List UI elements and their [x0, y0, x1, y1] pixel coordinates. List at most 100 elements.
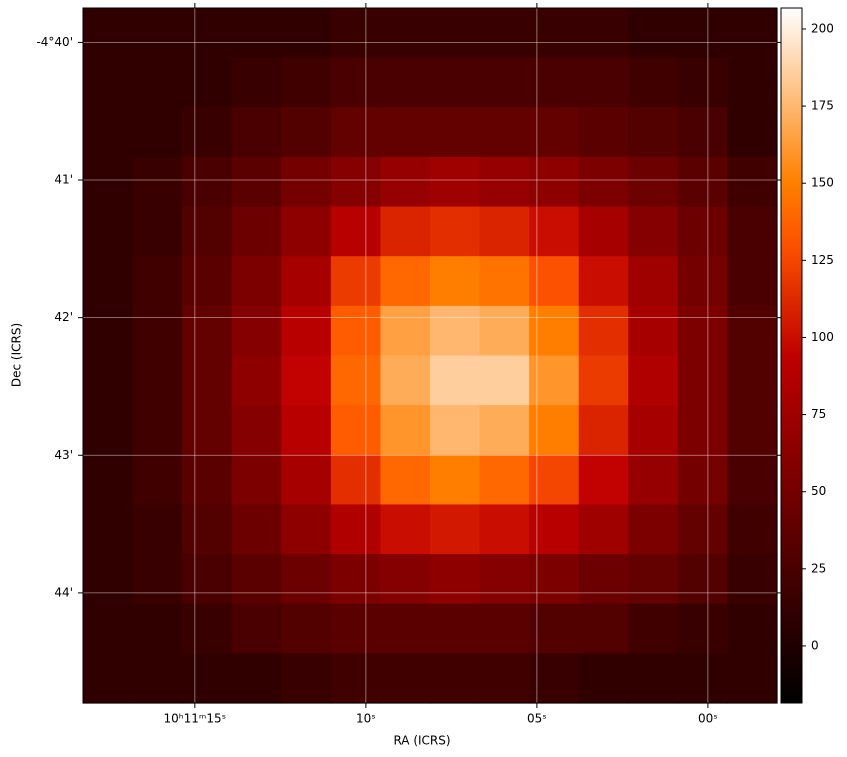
- cell: [479, 8, 530, 59]
- cell: [628, 405, 679, 456]
- cell: [677, 206, 729, 257]
- cell: [677, 454, 729, 506]
- cell: [83, 256, 134, 307]
- cell: [281, 156, 332, 208]
- cell: [132, 57, 183, 108]
- cell: [677, 405, 729, 456]
- cell: [281, 256, 332, 307]
- cell: [578, 504, 629, 555]
- cell: [628, 206, 679, 257]
- cell: [430, 454, 481, 506]
- cell: [529, 454, 580, 506]
- cell: [380, 554, 431, 605]
- cell: [83, 454, 134, 506]
- y-tick-label: 44': [54, 585, 73, 599]
- y-axis-label: Dec (ICRS): [10, 323, 24, 387]
- cell: [677, 355, 729, 406]
- cell: [182, 206, 233, 257]
- cell: [578, 305, 629, 357]
- cell: [529, 8, 580, 59]
- cell: [479, 504, 530, 555]
- cell: [479, 305, 530, 357]
- x-axis-label: RA (ICRS): [393, 734, 450, 748]
- cell: [479, 107, 530, 158]
- cell: [727, 107, 778, 158]
- cell: [479, 653, 530, 704]
- cell: [330, 504, 382, 555]
- cell: [727, 57, 778, 108]
- cell: [231, 8, 282, 59]
- cell: [430, 405, 481, 456]
- colorbar-tick-label: 125: [811, 253, 834, 267]
- y-tick-label: 42': [54, 310, 73, 324]
- cell: [628, 603, 679, 654]
- cell: [380, 653, 431, 704]
- cell: [83, 206, 134, 257]
- cell: [132, 8, 183, 59]
- cell: [578, 554, 629, 605]
- cell: [430, 107, 481, 158]
- cell: [430, 156, 481, 208]
- cell: [578, 206, 629, 257]
- cell: [380, 355, 431, 406]
- cell: [132, 206, 183, 257]
- cell: [330, 57, 382, 108]
- cell: [727, 355, 778, 406]
- cell: [628, 454, 679, 506]
- cell: [231, 305, 282, 357]
- cell: [628, 305, 679, 357]
- cell: [628, 355, 679, 406]
- cell: [628, 156, 679, 208]
- cell: [380, 156, 431, 208]
- cell: [231, 603, 282, 654]
- cell: [677, 504, 729, 555]
- cell: [677, 256, 729, 307]
- y-tick-label: 41': [54, 173, 73, 187]
- cell: [182, 504, 233, 555]
- cell: [132, 454, 183, 506]
- cell: [628, 554, 679, 605]
- cell: [529, 156, 580, 208]
- cell: [281, 305, 332, 357]
- y-tick-label: -4°40': [36, 35, 73, 49]
- cell: [529, 603, 580, 654]
- cell: [330, 653, 382, 704]
- cell: [479, 156, 530, 208]
- cell: [479, 206, 530, 257]
- cell: [529, 256, 580, 307]
- x-tick-label: 10ˢ: [356, 712, 376, 726]
- cell: [578, 653, 629, 704]
- cell: [529, 653, 580, 704]
- cell: [182, 603, 233, 654]
- cell: [132, 554, 183, 605]
- cell: [281, 206, 332, 257]
- cell: [677, 603, 729, 654]
- cell: [479, 603, 530, 654]
- colorbar: [780, 7, 803, 704]
- cell: [182, 554, 233, 605]
- cell: [182, 107, 233, 158]
- cell: [281, 405, 332, 456]
- cell: [677, 156, 729, 208]
- cell: [430, 206, 481, 257]
- cell: [83, 504, 134, 555]
- cell: [529, 305, 580, 357]
- cell: [727, 653, 778, 704]
- cell: [677, 57, 729, 108]
- x-tick-label: 00ˢ: [698, 712, 718, 726]
- cell: [83, 107, 134, 158]
- cell: [529, 57, 580, 108]
- cell: [727, 554, 778, 605]
- cell: [231, 405, 282, 456]
- cell: [330, 107, 382, 158]
- cell: [628, 8, 679, 59]
- cell: [330, 156, 382, 208]
- cell: [132, 355, 183, 406]
- y-tick-label: 43': [54, 448, 73, 462]
- cell: [529, 206, 580, 257]
- cell: [83, 554, 134, 605]
- cell: [578, 454, 629, 506]
- cell: [380, 107, 431, 158]
- cell: [182, 355, 233, 406]
